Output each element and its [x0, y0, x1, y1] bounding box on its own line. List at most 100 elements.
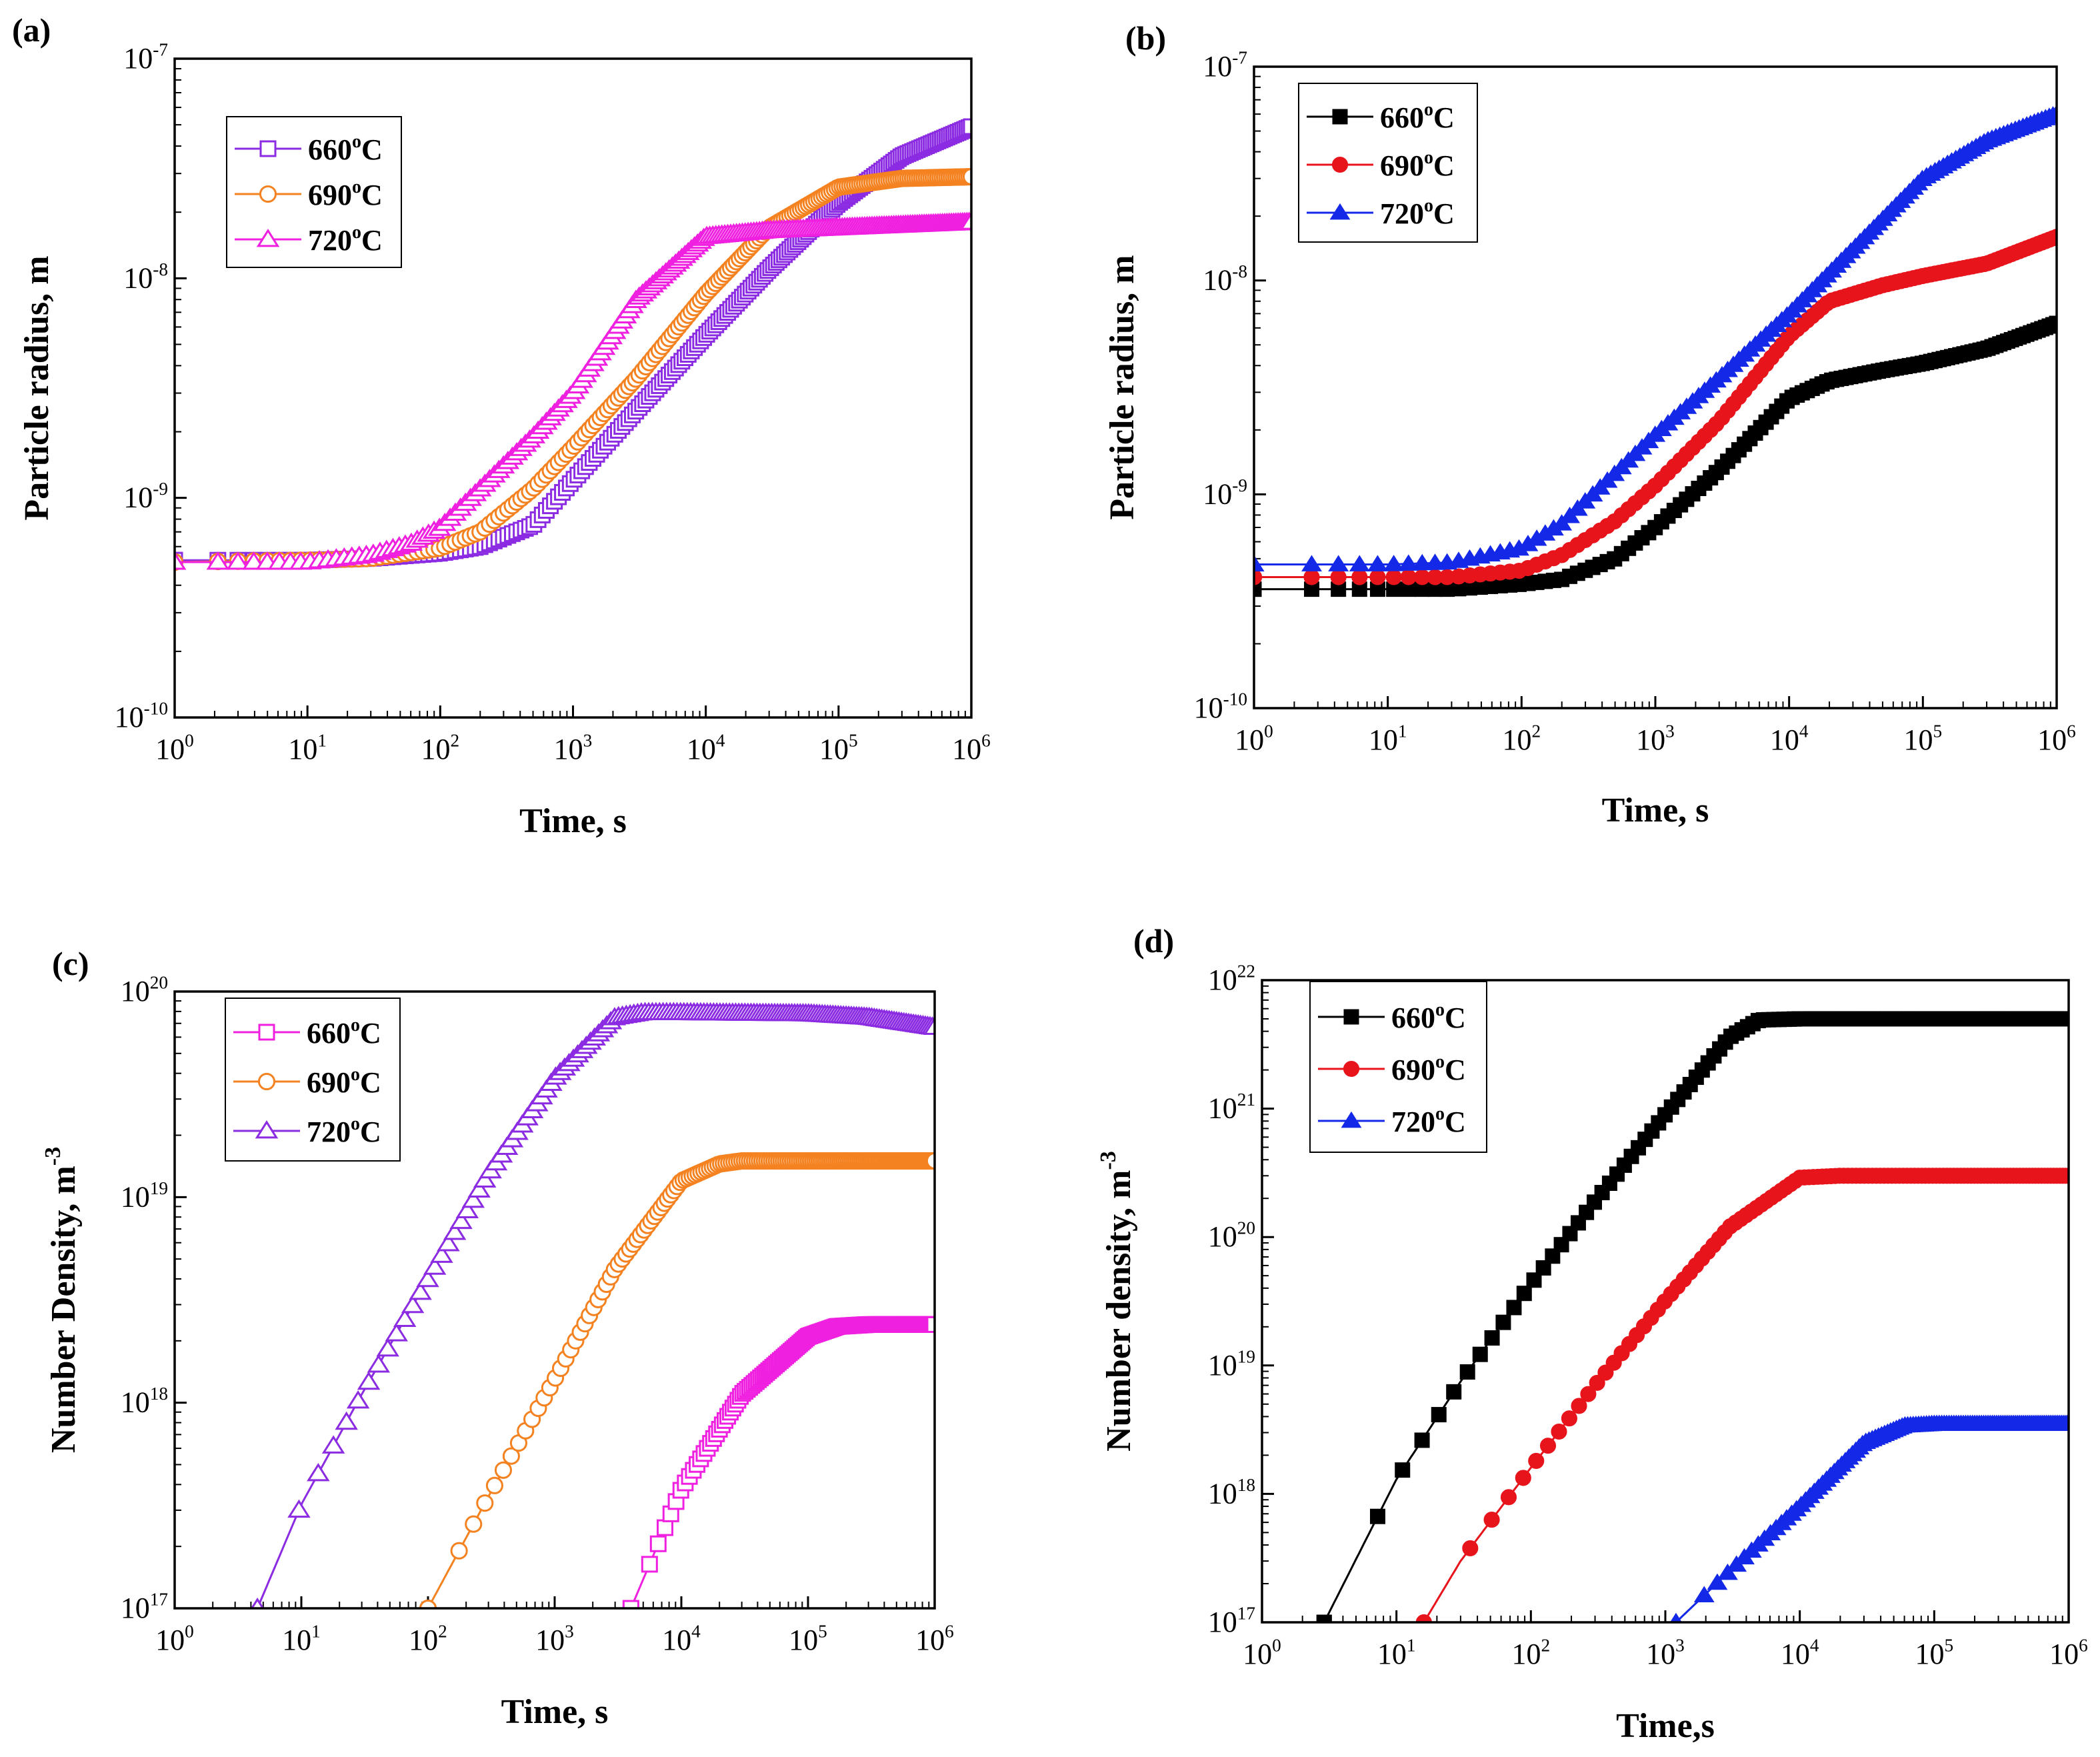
data-point	[2046, 104, 2057, 121]
legend: 660oC 690oC 720oC	[225, 998, 401, 1162]
y-tick-label: 1022	[1208, 962, 1255, 996]
plot-area	[251, 1002, 935, 1608]
legend-marker	[259, 185, 277, 203]
data-point	[923, 1016, 935, 1036]
legend-marker	[1343, 1060, 1360, 1078]
series-line	[1675, 1423, 2069, 1622]
data-point	[1707, 1573, 1728, 1590]
data-point	[1483, 1512, 1500, 1528]
x-tick-label: 106	[2049, 1636, 2088, 1670]
data-point	[1526, 1272, 1542, 1288]
x-tick-label: 104	[1781, 1636, 1819, 1670]
data-point	[449, 1210, 473, 1230]
data-point	[1459, 1364, 1475, 1380]
panel-label: (a)	[12, 11, 51, 49]
x-tick-label: 101	[1369, 721, 1407, 756]
legend-box	[225, 998, 401, 1162]
y-tick-label: 1021	[1208, 1090, 1255, 1124]
data-point	[641, 1556, 658, 1573]
data-point	[357, 1371, 381, 1390]
data-point	[430, 1244, 453, 1263]
series-660	[1316, 1011, 2069, 1622]
data-point	[423, 1256, 447, 1275]
data-point	[1367, 555, 1388, 571]
x-tick-label: 106	[2037, 721, 2076, 756]
data-point	[1561, 1410, 1577, 1427]
axes: 100 101 102 103 104 105 106 1017 1018 1019 1020 102…	[1208, 962, 2088, 1670]
data-point	[1328, 555, 1349, 571]
data-point	[1484, 1330, 1500, 1346]
data-point	[476, 1494, 494, 1512]
data-point	[307, 1463, 330, 1482]
series-720	[251, 1002, 935, 1608]
legend-label: 720oC	[308, 222, 383, 257]
legend-marker	[255, 1120, 279, 1139]
x-tick-label: 102	[409, 1622, 447, 1656]
x-tick-label: 105	[819, 731, 858, 765]
legend-marker	[259, 140, 277, 157]
data-point	[226, 551, 250, 570]
data-point	[401, 1294, 425, 1314]
x-tick-label: 102	[1512, 1636, 1551, 1670]
data-point	[346, 1390, 370, 1409]
legend-label: 660oC	[1380, 99, 1455, 134]
y-tick-label: 10-9	[1203, 475, 1247, 510]
data-point	[335, 1411, 358, 1430]
data-point	[409, 1281, 432, 1300]
panel-label: (b)	[1125, 19, 1166, 57]
data-point	[1383, 555, 1405, 571]
panel-c: (c) 100 101 102 103 104 105 106 1017 1018 1019 1020…	[41, 945, 954, 1731]
data-point	[1385, 569, 1402, 585]
legend-box	[226, 116, 402, 268]
data-point	[494, 1461, 513, 1479]
legend-label: 660oC	[307, 1015, 381, 1050]
series-660	[622, 1316, 935, 1608]
legend-label: 720oC	[1380, 195, 1455, 230]
data-point	[1472, 1346, 1488, 1362]
x-tick-label: 101	[1377, 1636, 1416, 1670]
data-point	[1301, 555, 1322, 571]
x-tick-label: 103	[535, 1622, 574, 1656]
x-axis-label: Time,s	[1616, 1707, 1715, 1745]
data-point	[2049, 315, 2057, 331]
legend: 660oC 690oC 720oC	[226, 116, 402, 268]
data-point	[175, 551, 187, 570]
legend-marker	[1329, 203, 1351, 220]
plot-frame	[1261, 979, 2070, 1624]
series-720	[1670, 1414, 2069, 1622]
legend-label: 720oC	[307, 1114, 381, 1148]
axes: 100 101 102 103 104 105 106 10-10 10-9 10-8 10-7	[115, 40, 991, 765]
legend-label: 690oC	[1380, 147, 1455, 182]
legend: 660oC 690oC 720oC	[1309, 981, 1487, 1153]
data-point	[649, 1535, 667, 1552]
y-tick-label: 10-7	[1203, 48, 1247, 83]
data-point	[1431, 1407, 1447, 1423]
data-point	[1398, 554, 1419, 571]
data-point	[963, 118, 971, 135]
data-point	[1717, 1563, 1738, 1580]
y-tick-label: 10-7	[123, 40, 168, 75]
data-point	[926, 1316, 935, 1333]
x-tick-label: 101	[288, 731, 327, 765]
data-point	[455, 1200, 479, 1219]
legend-marker	[258, 1024, 275, 1041]
data-point	[1580, 1386, 1597, 1402]
series-line	[427, 1160, 935, 1608]
data-point	[1462, 1540, 1479, 1556]
legend-marker	[1332, 109, 1348, 125]
legend-box	[1309, 981, 1487, 1153]
series-690	[1415, 1168, 2069, 1622]
x-tick-label: 106	[915, 1622, 954, 1656]
x-tick-label: 102	[421, 731, 460, 765]
series-660	[1254, 315, 2057, 597]
data-point	[1539, 1438, 1557, 1454]
y-tick-label: 10-8	[1203, 261, 1247, 296]
data-point	[657, 1519, 674, 1536]
legend-marker	[1343, 1009, 1359, 1025]
legend-label: 720oC	[1391, 1104, 1466, 1138]
data-point	[1571, 1398, 1587, 1414]
data-point	[376, 1338, 399, 1357]
x-axis-label: Time, s	[519, 802, 627, 840]
y-tick-label: 1019	[1208, 1346, 1255, 1381]
panel-b: (b) 100 101 102 103 104 105 106 10-10 10-9 10-8 10-…	[1103, 19, 2076, 829]
